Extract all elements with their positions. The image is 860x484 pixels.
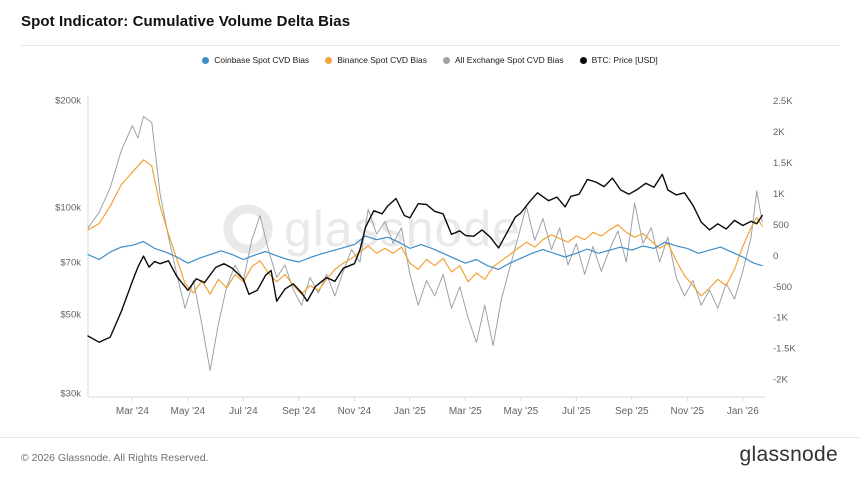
legend-item-coinbase[interactable]: Coinbase Spot CVD Bias [202,55,309,65]
x-axis-tick-label: Nov '25 [671,406,705,417]
legend-label-coinbase: Coinbase Spot CVD Bias [214,55,310,65]
all-exchange-series-dot [442,56,450,64]
x-axis-tick-label: Jan '26 [727,406,759,417]
x-axis-tick-label: Mar '25 [449,406,482,417]
right-axis-tick-label: 500 [773,220,789,231]
left-axis-tick-label: $30k [60,388,81,399]
copyright-text: © 2026 Glassnode. All Rights Reserved. [21,452,209,464]
btc-price-series-dot [579,56,587,64]
binance-series-dot [325,56,333,64]
series-line-3 [87,173,763,343]
right-axis-tick-label: 2K [773,127,785,138]
chart-legend: Coinbase Spot CVD Bias Binance Spot CVD … [0,55,860,65]
left-axis-tick-label: $50k [60,310,81,321]
footer-divider [0,437,860,438]
page-title: Spot Indicator: Cumulative Volume Delta … [21,13,351,30]
right-axis-tick-label: 0 [773,251,778,262]
legend-label-binance: Binance Spot CVD Bias [337,55,427,65]
right-axis-tick-label: -2K [773,375,788,386]
x-axis-tick-label: May '24 [171,406,206,417]
right-axis-tick-label: -1.5K [773,344,796,355]
right-axis-tick-label: 2.5K [773,96,793,107]
left-axis-tick-label: $200k [55,96,81,107]
legend-label-btc-price: BTC: Price [USD] [591,55,658,65]
x-axis-tick-label: Sep '24 [282,406,316,417]
watermark-logo-icon [223,204,273,254]
x-axis-tick-label: Jul '24 [229,406,258,417]
right-axis-tick-label: 1K [773,189,785,200]
right-axis-tick-label: -500 [773,282,792,293]
glassnode-wordmark[interactable]: glassnode [739,443,838,466]
x-axis-tick-label: Jul '25 [562,406,591,417]
x-axis-tick-label: Jan '25 [394,406,426,417]
header-divider [21,45,839,46]
left-axis-tick-label: $70k [60,258,81,269]
left-axis-tick-label: $100k [55,203,81,214]
legend-label-all-exchange: All Exchange Spot CVD Bias [454,55,564,65]
x-axis-tick-label: Sep '25 [615,406,649,417]
right-axis-tick-label: -1K [773,313,788,324]
x-axis-tick-label: Nov '24 [338,406,372,417]
series-line-0 [87,235,763,270]
legend-item-all-exchange[interactable]: All Exchange Spot CVD Bias [442,55,564,65]
legend-item-btc-price[interactable]: BTC: Price [USD] [579,55,658,65]
series-line-1 [87,159,763,297]
right-axis-tick-label: 1.5K [773,158,793,169]
coinbase-series-dot [202,56,210,64]
x-axis-tick-label: Mar '24 [116,406,149,417]
legend-item-binance[interactable]: Binance Spot CVD Bias [325,55,427,65]
x-axis-tick-label: May '25 [503,406,538,417]
